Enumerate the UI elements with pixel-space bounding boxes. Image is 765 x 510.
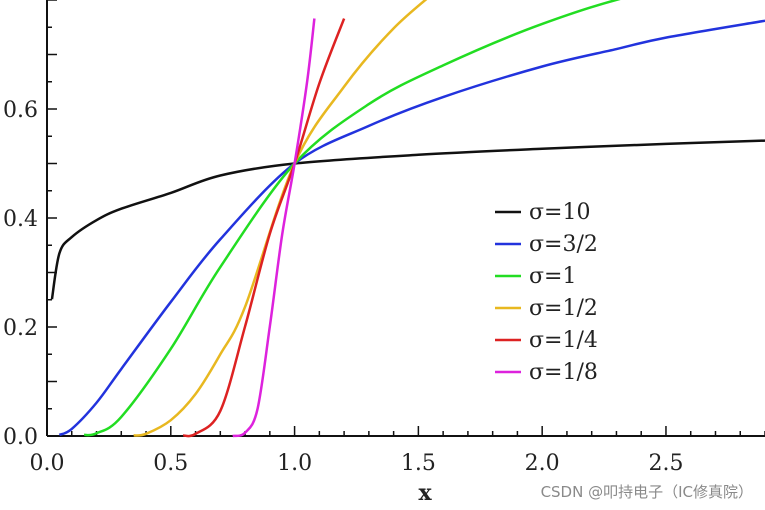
y-tick-label: 0.4 <box>3 207 38 232</box>
legend-label: σ=1/4 <box>529 328 598 353</box>
y-tick-label: 0.0 <box>3 425 38 450</box>
legend-label: σ=10 <box>529 200 590 225</box>
series-line-5 <box>232 18 316 438</box>
y-tick-label: 0.2 <box>3 316 38 341</box>
x-tick-label: 1.0 <box>277 451 312 476</box>
legend: σ=10 σ=3/2 σ=1 σ=1/2 σ=1/4 σ=1/8 <box>495 200 598 385</box>
x-tick-label: 2.0 <box>525 451 560 476</box>
legend-label: σ=1/2 <box>529 296 598 321</box>
y-tick-label: 0.6 <box>3 98 38 123</box>
legend-label: σ=1 <box>529 264 576 289</box>
x-ticks: 0.0 0.5 1.0 1.5 2.0 2.5 <box>30 426 765 476</box>
series-line-3 <box>133 0 428 437</box>
axes-group: 0.0 0.5 1.0 1.5 2.0 2.5 0.0 0.2 0.4 0.6 <box>3 0 765 476</box>
series-line-4 <box>183 18 346 438</box>
series-line-0 <box>50 139 765 300</box>
x-tick-label: 1.5 <box>401 451 436 476</box>
series-line-1 <box>58 19 765 437</box>
x-tick-label: 0.0 <box>30 451 65 476</box>
legend-label: σ=1/8 <box>529 360 598 385</box>
x-tick-label: 0.5 <box>153 451 188 476</box>
series-line-2 <box>83 0 621 437</box>
x-tick-label: 2.5 <box>648 451 683 476</box>
legend-label: σ=3/2 <box>529 232 598 257</box>
x-axis-title: x <box>418 480 432 506</box>
y-ticks: 0.0 0.2 0.4 0.6 <box>3 0 57 450</box>
series-group <box>50 0 765 438</box>
watermark: CSDN @叩持电子（IC修真院） <box>540 483 753 501</box>
